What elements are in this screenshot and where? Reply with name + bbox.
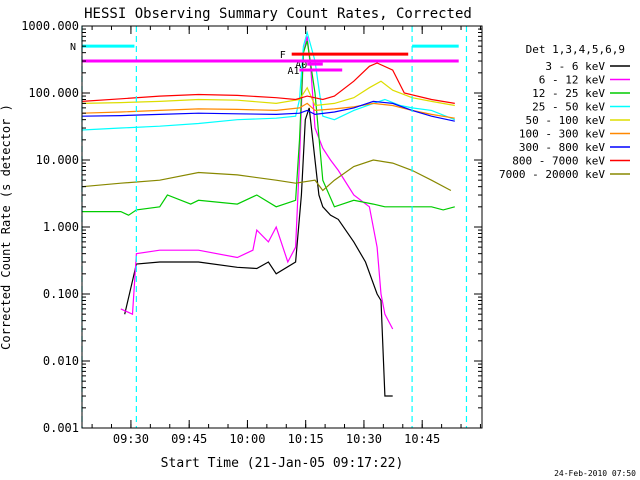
timestamp: 24-Feb-2010 07:50: [554, 469, 636, 478]
annotation-label: F: [280, 50, 286, 61]
x-tick-label: 10:00: [229, 432, 265, 446]
y-axis-ticks: 0.001 0.010 0.100 1.000 10.000 100.000 1000.00…: [21, 19, 482, 435]
series-line-800-7000-kev: [81, 62, 455, 104]
plot-frame: [81, 25, 483, 429]
series-line-7000-20000-kev: [81, 159, 452, 192]
series-line-50-100-kev: [81, 80, 455, 107]
x-tick-label: 10:30: [346, 432, 382, 446]
legend-label-300-800-kev: 300 - 800 keV: [519, 141, 605, 154]
legend-label-7000-20000-kev: 7000 - 20000 keV: [499, 168, 605, 181]
series-line-300-800-kev: [81, 100, 455, 122]
y-tick-label: 0.001: [43, 421, 79, 435]
series-line-100-300-kev: [81, 102, 455, 119]
annotation-label: A0: [295, 60, 307, 71]
y-tick-label: 1.000: [43, 220, 79, 234]
x-axis-ticks: 09:30 09:45 10:00 10:15 10:30 10:45: [91, 26, 481, 446]
y-tick-label: 10.000: [36, 153, 79, 167]
legend-header: Det 1,3,4,5,6,9: [526, 43, 625, 56]
legend-label-6-12-kev: 6 - 12 keV: [539, 74, 606, 87]
series-line-12-25-kev: [82, 40, 455, 216]
x-tick-label: 09:30: [113, 432, 149, 446]
series-line-6-12-kev: [120, 36, 394, 330]
annotation-label: A1: [287, 66, 299, 77]
chart-title: HESSI Observing Summary Count Rates, Cor…: [84, 6, 472, 22]
y-tick-label: 100.000: [28, 86, 79, 100]
y-axis-label: Corrected Count Rate (s detector ): [0, 104, 13, 350]
legend-label-100-300-kev: 100 - 300 keV: [519, 128, 605, 141]
plot-series-lines: [81, 30, 456, 397]
series-line-3-6-kev: [124, 107, 393, 397]
legend-label-12-25-kev: 12 - 25 keV: [532, 87, 605, 100]
y-tick-label: 0.100: [43, 287, 79, 301]
legend-label-800-7000-kev: 800 - 7000 keV: [512, 155, 605, 168]
x-tick-label: 10:15: [288, 432, 324, 446]
legend-label-3-6-kev: 3 - 6 keV: [545, 60, 605, 73]
legend-label-50-100-kev: 50 - 100 keV: [526, 114, 606, 127]
y-tick-label: 0.010: [43, 354, 79, 368]
annotation-label: N: [70, 42, 76, 53]
series-line-25-50-kev: [81, 30, 456, 131]
x-axis-label: Start Time (21-Jan-05 09:17:22): [161, 456, 404, 471]
legend-label-25-50-kev: 25 - 50 keV: [532, 101, 605, 114]
y-tick-label: 1000.000: [21, 19, 79, 33]
x-tick-label: 09:45: [171, 432, 207, 446]
x-tick-label: 10:45: [404, 432, 440, 446]
